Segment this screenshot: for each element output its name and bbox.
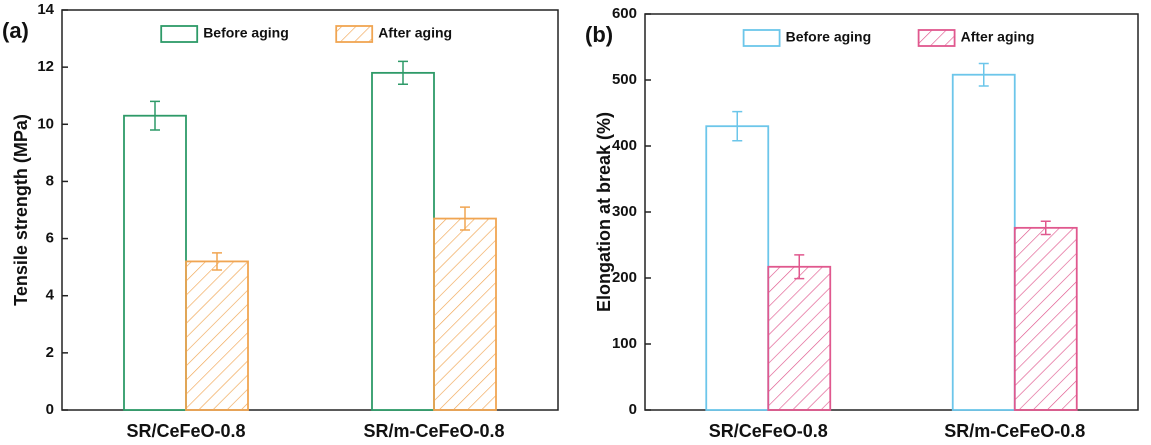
error-bar (212, 252, 222, 271)
y-tick-label: 10 (37, 115, 54, 132)
panel-label: (a) (2, 18, 29, 43)
error-bar (978, 62, 989, 87)
error-bar (460, 206, 470, 231)
error-bar (150, 100, 160, 131)
panel-label: (b) (585, 22, 613, 47)
x-tick-label: SR/CeFeO-0.8 (126, 421, 245, 441)
bar (705, 125, 770, 411)
bar (1013, 226, 1078, 411)
legend-swatch (917, 29, 956, 47)
legend-label: After aging (378, 25, 452, 41)
x-tick-label: SR/m-CeFeO-0.8 (363, 421, 504, 441)
y-tick-label: 600 (612, 5, 637, 22)
error-bar (794, 254, 805, 280)
y-tick-label: 0 (46, 401, 54, 418)
bar (433, 217, 497, 411)
y-axis-label: Elongation at break (%) (594, 112, 614, 312)
y-tick-label: 12 (37, 58, 54, 75)
error-bar (732, 110, 743, 142)
bar (185, 260, 249, 411)
y-tick-label: 100 (612, 335, 637, 352)
error-bar (398, 60, 408, 86)
x-tick-label: SR/CeFeO-0.8 (709, 421, 828, 441)
y-tick-label: 200 (612, 269, 637, 286)
x-tick-label: SR/m-CeFeO-0.8 (944, 421, 1085, 441)
y-tick-label: 400 (612, 137, 637, 154)
legend-label: After aging (961, 29, 1035, 45)
plot-frame (61, 9, 559, 411)
legend-swatch (742, 29, 781, 47)
y-tick-label: 6 (46, 230, 54, 247)
bar (767, 265, 832, 411)
legend-label: Before aging (786, 29, 872, 45)
error-bar (1040, 220, 1051, 236)
bar (371, 71, 435, 411)
legend-swatch (160, 25, 199, 43)
y-tick-label: 14 (37, 1, 54, 18)
y-tick-label: 0 (629, 401, 637, 418)
y-axis-label: Tensile strength (MPa) (11, 114, 31, 306)
y-tick-label: 500 (612, 71, 637, 88)
bar (951, 73, 1016, 411)
y-tick-label: 8 (46, 172, 54, 189)
y-tick-label: 300 (612, 203, 637, 220)
legend-label: Before aging (203, 25, 289, 41)
legend-swatch (335, 25, 374, 43)
bar (123, 114, 187, 411)
y-tick-label: 4 (46, 287, 55, 304)
y-tick-label: 2 (46, 344, 54, 361)
